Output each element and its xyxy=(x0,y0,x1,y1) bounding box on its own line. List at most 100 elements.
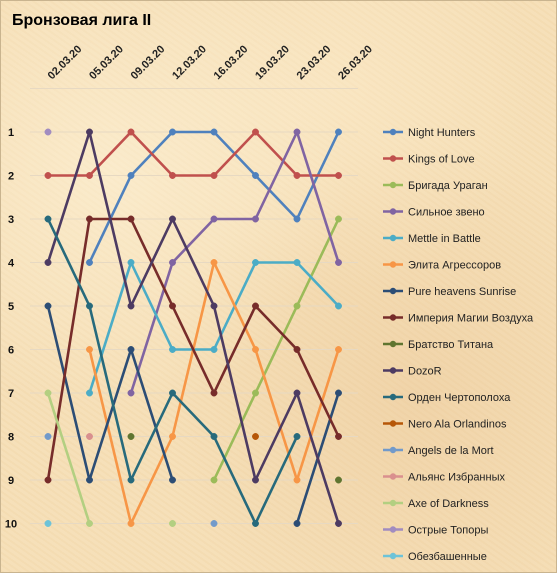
data-point xyxy=(335,215,342,223)
data-point xyxy=(127,302,135,310)
data-point xyxy=(293,520,301,527)
data-point xyxy=(210,520,218,527)
x-tick-label: 19.03.20 xyxy=(253,43,292,82)
data-point xyxy=(210,259,218,266)
series-line xyxy=(46,217,340,482)
data-point xyxy=(210,346,218,353)
data-point xyxy=(335,433,342,440)
data-point xyxy=(44,215,52,223)
legend-label: Nero Ala Orlandinos xyxy=(408,419,507,431)
legend-marker xyxy=(389,128,397,136)
y-tick-label: 3 xyxy=(8,214,14,226)
data-point xyxy=(210,215,218,223)
legend-label: Kings of Love xyxy=(408,154,475,166)
data-point xyxy=(44,476,52,484)
legend-marker xyxy=(389,287,397,295)
data-point xyxy=(210,476,218,484)
series-line xyxy=(212,217,340,482)
x-tick-label: 05.03.20 xyxy=(87,43,126,82)
legend-label: Angels de la Mort xyxy=(408,445,494,457)
data-point xyxy=(169,128,176,136)
legend-marker xyxy=(389,367,397,374)
legend-marker xyxy=(389,526,397,533)
data-point xyxy=(293,389,301,397)
data-point xyxy=(252,346,259,353)
y-tick-label: 4 xyxy=(8,258,15,270)
y-tick-label: 10 xyxy=(5,519,17,531)
legend-marker xyxy=(389,552,397,560)
y-tick-label: 5 xyxy=(8,301,14,313)
chart-title: Бронзовая лига II xyxy=(12,12,152,29)
data-point xyxy=(210,302,218,310)
data-point xyxy=(252,389,259,397)
data-point xyxy=(86,128,93,136)
series-line xyxy=(46,130,340,177)
y-axis-ticks: 1 2 3 4 5 6 7 8 9 10 xyxy=(5,127,17,531)
data-point xyxy=(86,259,93,266)
data-point xyxy=(127,476,135,484)
legend-marker xyxy=(389,261,397,268)
legend-label: Орден Чертополоха xyxy=(408,392,511,404)
legend-label: Обезбашенные xyxy=(408,551,487,563)
legend-marker xyxy=(389,208,397,215)
data-point xyxy=(252,302,259,310)
legend-label: Mettle in Battle xyxy=(408,233,481,245)
data-point xyxy=(293,128,301,136)
legend-marker xyxy=(389,420,397,427)
data-point xyxy=(293,172,301,179)
x-axis-ticks: 02.03.20 05.03.20 09.03.20 12.03.20 16.03.20… xyxy=(46,43,375,82)
data-point xyxy=(252,476,259,484)
data-point xyxy=(335,520,342,527)
legend-marker xyxy=(389,234,397,242)
data-point xyxy=(44,389,52,397)
series-line xyxy=(129,130,340,395)
x-tick-label: 16.03.20 xyxy=(212,43,251,82)
data-point xyxy=(44,302,52,310)
series-line xyxy=(46,304,174,482)
data-point xyxy=(86,389,93,397)
x-tick-label: 26.03.20 xyxy=(336,43,375,82)
y-tick-label: 6 xyxy=(8,345,14,357)
x-tick-label: 02.03.20 xyxy=(46,43,85,82)
data-point xyxy=(252,433,259,440)
data-point xyxy=(210,433,218,440)
data-point xyxy=(293,476,301,484)
legend: Night Hunters Kings of Love Бригада Ураган… xyxy=(383,127,534,563)
legend-marker xyxy=(389,155,397,162)
data-point xyxy=(169,520,176,527)
legend-marker xyxy=(389,499,397,507)
data-point xyxy=(127,389,135,397)
data-point xyxy=(252,128,259,136)
data-point xyxy=(335,389,342,397)
legend-label: DozoR xyxy=(408,366,442,378)
data-point xyxy=(86,172,93,179)
data-point xyxy=(335,476,342,484)
series-line xyxy=(46,130,340,525)
data-point xyxy=(293,433,301,440)
data-point xyxy=(86,433,93,440)
data-point xyxy=(86,215,93,223)
series-points xyxy=(44,128,342,527)
data-point xyxy=(210,172,218,179)
data-point xyxy=(86,346,93,353)
data-point xyxy=(44,128,52,136)
data-point xyxy=(169,433,176,440)
data-point xyxy=(169,346,176,353)
series-line xyxy=(88,261,340,395)
data-point xyxy=(127,128,135,136)
y-tick-label: 8 xyxy=(8,432,14,444)
y-tick-label: 7 xyxy=(8,388,14,400)
data-point xyxy=(293,346,301,353)
series-lines xyxy=(46,130,340,525)
data-point xyxy=(127,433,135,440)
data-point xyxy=(252,520,259,527)
data-point xyxy=(335,259,342,266)
data-point xyxy=(210,128,218,136)
data-point xyxy=(44,259,52,266)
data-point xyxy=(86,302,93,310)
legend-marker xyxy=(389,340,397,348)
data-point xyxy=(252,172,259,179)
legend-label: Альянс Избранных xyxy=(408,472,505,484)
legend-marker xyxy=(389,446,397,454)
data-point xyxy=(169,215,176,223)
